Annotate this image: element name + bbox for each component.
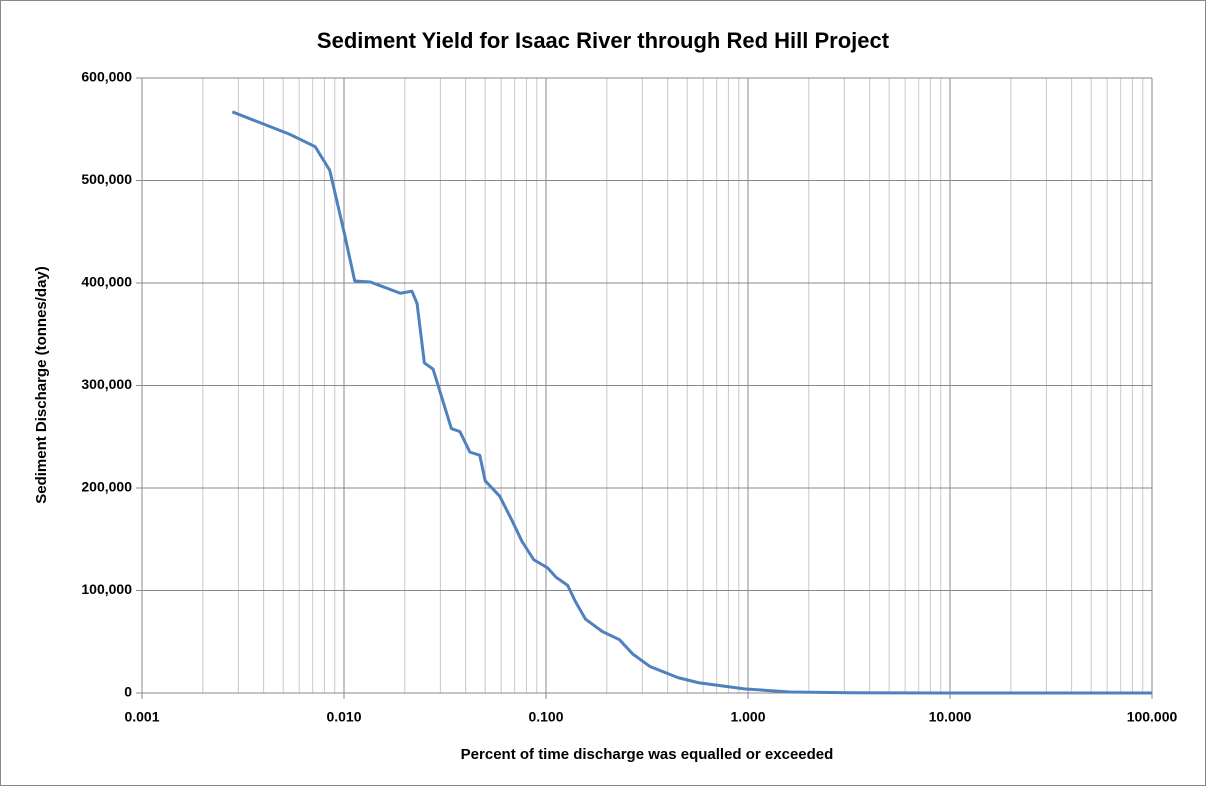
x-tick-label: 10.000 <box>929 709 972 725</box>
y-tick-label: 500,000 <box>81 171 132 187</box>
y-tick-label: 600,000 <box>81 69 132 85</box>
x-tick-label: 0.010 <box>326 709 361 725</box>
x-tick-label: 100.000 <box>1127 709 1178 725</box>
x-tick-label: 1.000 <box>730 709 765 725</box>
chart-title: Sediment Yield for Isaac River through R… <box>317 28 890 53</box>
y-tick-label: 200,000 <box>81 479 132 495</box>
y-tick-label: 100,000 <box>81 581 132 597</box>
x-tick-label: 0.100 <box>528 709 563 725</box>
y-tick-label: 300,000 <box>81 376 132 392</box>
series-line <box>231 110 1153 695</box>
x-axis-title: Percent of time discharge was equalled o… <box>461 746 834 763</box>
x-tick-label: 0.001 <box>124 709 159 725</box>
y-axis-title: Sediment Discharge (tonnes/day) <box>33 266 50 504</box>
y-tick-label: 400,000 <box>81 274 132 290</box>
y-tick-label: 0 <box>124 684 132 700</box>
